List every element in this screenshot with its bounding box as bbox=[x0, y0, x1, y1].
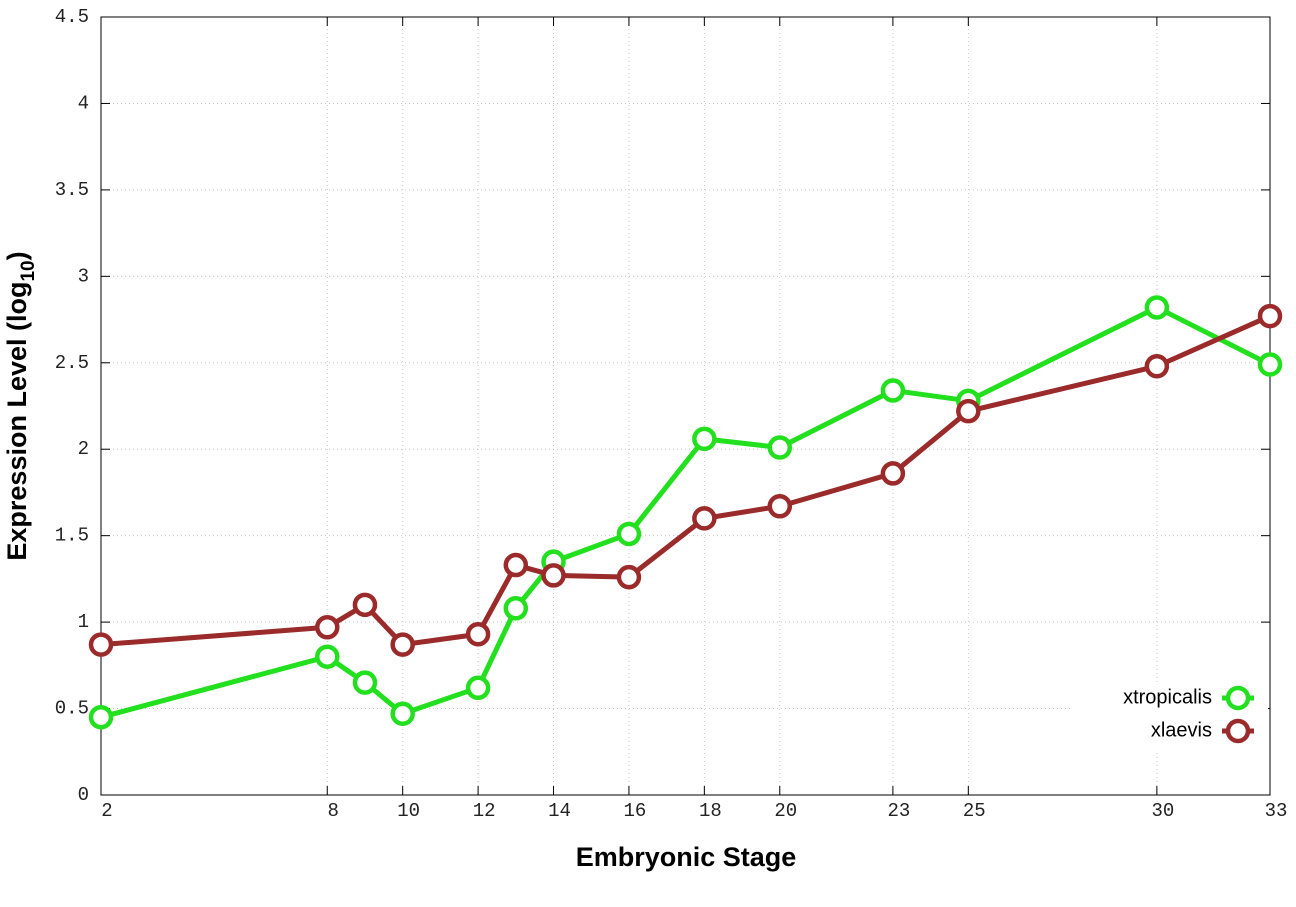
y-tick-label: 2.5 bbox=[55, 352, 89, 374]
x-tick-label: 10 bbox=[397, 800, 420, 822]
x-tick-label: 16 bbox=[624, 800, 647, 822]
point bbox=[315, 615, 340, 640]
point bbox=[88, 704, 114, 730]
legend-label: xtropicalis bbox=[1123, 686, 1212, 708]
point bbox=[465, 675, 491, 701]
plot-frame bbox=[100, 16, 1271, 796]
y-tick-label: 1 bbox=[78, 611, 89, 633]
y-axis-label-sub: 10 bbox=[18, 260, 39, 281]
point bbox=[616, 521, 642, 547]
x-tick-label: 12 bbox=[473, 800, 496, 822]
point bbox=[880, 461, 906, 486]
point bbox=[541, 563, 566, 588]
point bbox=[692, 426, 717, 452]
x-axis-label: Embryonic Stage bbox=[576, 842, 797, 872]
point bbox=[767, 435, 793, 460]
point bbox=[390, 701, 415, 726]
point bbox=[880, 378, 906, 403]
x-tick-label: 20 bbox=[774, 800, 797, 822]
y-tick-label: 1.5 bbox=[55, 525, 89, 547]
point bbox=[352, 670, 378, 695]
point bbox=[1144, 353, 1170, 379]
y-tick-label: 4.5 bbox=[55, 6, 89, 28]
x-tick-label: 18 bbox=[699, 800, 722, 822]
point bbox=[352, 592, 378, 618]
point bbox=[390, 632, 415, 657]
legend-marker bbox=[1225, 718, 1251, 744]
point bbox=[503, 596, 529, 621]
point bbox=[956, 398, 981, 424]
y-tick-label: 2 bbox=[78, 438, 89, 460]
legend-label: xlaevis bbox=[1151, 719, 1212, 741]
x-tick-label: 25 bbox=[963, 800, 986, 822]
x-tick-label: 30 bbox=[1151, 800, 1174, 822]
point bbox=[315, 644, 340, 669]
y-axis-label-end: ) bbox=[2, 251, 32, 260]
point bbox=[767, 494, 793, 519]
point bbox=[616, 564, 642, 590]
point bbox=[1144, 295, 1170, 320]
y-tick-label: 3 bbox=[78, 265, 89, 287]
x-tick-label: 8 bbox=[328, 800, 339, 822]
x-tick-label: 33 bbox=[1265, 800, 1288, 822]
legend-marker bbox=[1225, 685, 1251, 711]
point bbox=[503, 552, 529, 578]
point bbox=[88, 632, 114, 657]
series-line bbox=[100, 313, 1272, 648]
x-tick-label: 2 bbox=[101, 800, 112, 822]
point bbox=[1257, 352, 1283, 377]
y-tick-label: 4 bbox=[78, 92, 89, 114]
y-tick-label: 3.5 bbox=[55, 179, 89, 201]
y-axis-label: Expression Level (log10) bbox=[2, 251, 39, 560]
x-tick-label: 23 bbox=[887, 800, 910, 822]
y-tick-label: 0.5 bbox=[55, 698, 89, 720]
y-tick-label: 0 bbox=[78, 784, 89, 806]
x-tick-label: 14 bbox=[548, 800, 571, 822]
series-line bbox=[100, 304, 1272, 720]
point bbox=[692, 506, 717, 531]
y-axis-label-main: Expression Level (log bbox=[2, 282, 32, 561]
point bbox=[1257, 303, 1283, 329]
point bbox=[465, 621, 491, 647]
